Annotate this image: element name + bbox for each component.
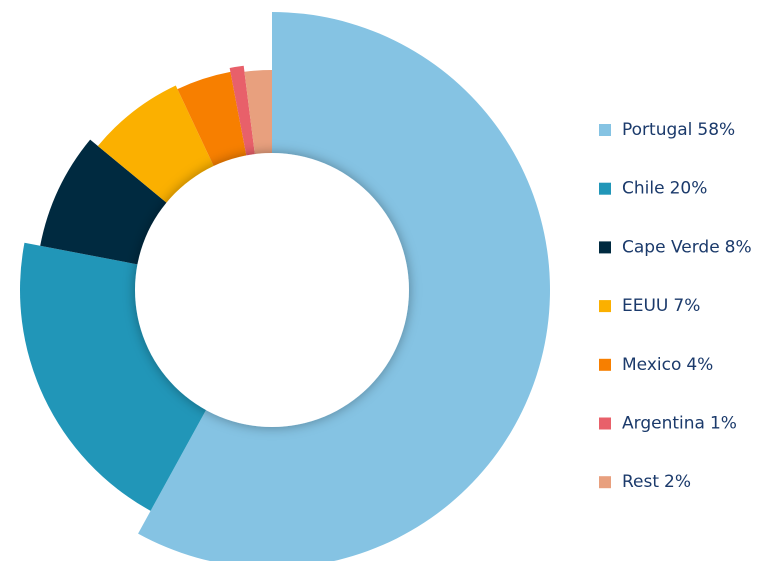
legend-label: EEUU 7% [622,296,700,316]
legend-value: 20% [670,179,708,199]
legend-name: Rest [622,472,659,492]
legend-value: 1% [710,414,737,434]
legend-name: Chile [622,179,665,199]
legend-label: Rest 2% [622,472,691,492]
legend-swatch [599,241,611,254]
legend-swatch [599,358,611,371]
legend-swatch [599,417,611,430]
legend-swatch [599,182,611,195]
legend-value: 58% [697,120,735,140]
legend-value: 8% [725,237,752,257]
legend-name: Mexico [622,355,681,375]
legend-label: Chile 20% [622,179,707,199]
legend-value: 4% [686,355,713,375]
legend-swatch [599,476,611,489]
legend-value: 7% [673,296,700,316]
legend-value: 2% [664,472,691,492]
legend-name: Cape Verde [622,237,720,257]
legend-label: Mexico 4% [622,355,713,375]
legend-label: Portugal 58% [622,120,735,140]
legend-name: Argentina [622,414,705,434]
legend-name: Portugal [622,120,692,140]
legend-swatch [599,300,611,313]
donut-hole [135,153,409,427]
legend-label: Argentina 1% [622,414,737,434]
legend-label: Cape Verde 8% [622,237,752,257]
legend-name: EEUU [622,296,668,316]
legend-swatch [599,124,611,136]
